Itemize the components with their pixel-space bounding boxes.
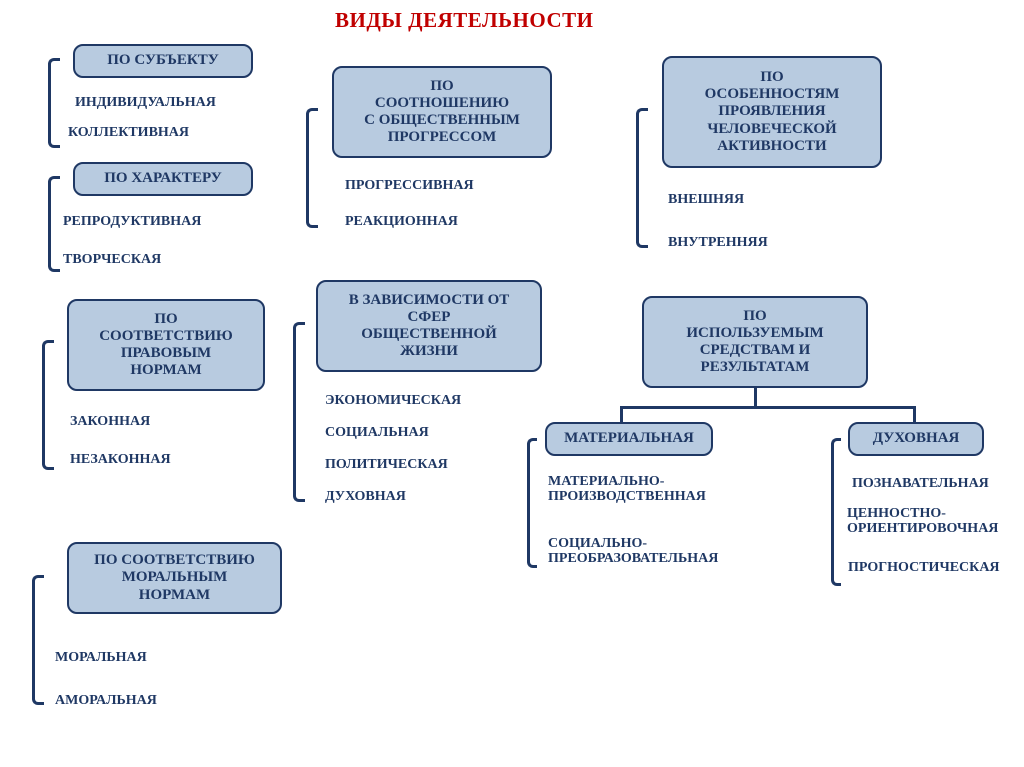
box-subject-label: ПО СУБЪЕКТУ xyxy=(107,52,218,69)
item-moral-yes: МОРАЛЬНАЯ xyxy=(55,650,147,665)
item-reproductive: РЕПРОДУКТИВНАЯ xyxy=(63,214,201,229)
brace-material xyxy=(527,438,537,568)
box-spiritual-sub-label: ДУХОВНАЯ xyxy=(873,430,960,447)
brace-character xyxy=(48,176,60,272)
item-collective: КОЛЛЕКТИВНАЯ xyxy=(68,125,189,140)
item-value-orient: ЦЕННОСТНО- ОРИЕНТИРОВОЧНАЯ xyxy=(847,506,998,537)
brace-spheres xyxy=(293,322,305,502)
item-social-transform: СОЦИАЛЬНО- ПРЕОБРАЗОВАТЕЛЬНАЯ xyxy=(548,536,718,567)
box-spheres: В ЗАВИСИМОСТИ ОТ СФЕР ОБЩЕСТВЕННОЙ ЖИЗНИ xyxy=(316,280,542,372)
box-progress: ПО СООТНОШЕНИЮ С ОБЩЕСТВЕННЫМ ПРОГРЕССОМ xyxy=(332,66,552,158)
item-material-prod: МАТЕРИАЛЬНО- ПРОИЗВОДСТВЕННАЯ xyxy=(548,474,706,505)
brace-moral xyxy=(32,575,44,705)
box-spheres-label: В ЗАВИСИМОСТИ ОТ СФЕР ОБЩЕСТВЕННОЙ ЖИЗНИ xyxy=(349,292,510,361)
box-moral-label: ПО СООТВЕТСТВИЮ МОРАЛЬНЫМ НОРМАМ xyxy=(94,552,255,604)
box-subject: ПО СУБЪЕКТУ xyxy=(73,44,253,78)
item-external: ВНЕШНЯЯ xyxy=(668,192,744,207)
connector-means-horiz xyxy=(620,406,916,409)
diagram-title: ВИДЫ ДЕЯТЕЛЬНОСТИ xyxy=(335,8,593,33)
connector-means-vert xyxy=(754,388,757,408)
box-activity-features-label: ПО ОСОБЕННОСТЯМ ПРОЯВЛЕНИЯ ЧЕЛОВЕЧЕСКОЙ … xyxy=(705,69,840,155)
box-legal-label: ПО СООТВЕТСТВИЮ ПРАВОВЫМ НОРМАМ xyxy=(99,311,233,380)
item-prognostic: ПРОГНОСТИЧЕСКАЯ xyxy=(848,560,1000,575)
item-individual: ИНДИВИДУАЛЬНАЯ xyxy=(75,95,216,110)
brace-activity xyxy=(636,108,648,248)
item-creative: ТВОРЧЕСКАЯ xyxy=(63,252,161,267)
item-spiritual: ДУХОВНАЯ xyxy=(325,489,406,504)
box-material-label: МАТЕРИАЛЬНАЯ xyxy=(564,430,694,447)
item-cognitive: ПОЗНАВАТЕЛЬНАЯ xyxy=(852,476,989,491)
item-progressive: ПРОГРЕССИВНАЯ xyxy=(345,178,474,193)
connector-material-vert xyxy=(620,406,623,422)
connector-spiritual-vert xyxy=(913,406,916,422)
item-economic: ЭКОНОМИЧЕСКАЯ xyxy=(325,393,461,408)
box-means: ПО ИСПОЛЬЗУЕМЫМ СРЕДСТВАМ И РЕЗУЛЬТАТАМ xyxy=(642,296,868,388)
brace-subject xyxy=(48,58,60,148)
box-means-label: ПО ИСПОЛЬЗУЕМЫМ СРЕДСТВАМ И РЕЗУЛЬТАТАМ xyxy=(686,308,823,377)
item-legal-no: НЕЗАКОННАЯ xyxy=(70,452,171,467)
item-political: ПОЛИТИЧЕСКАЯ xyxy=(325,457,448,472)
item-legal-yes: ЗАКОННАЯ xyxy=(70,414,150,429)
item-social: СОЦИАЛЬНАЯ xyxy=(325,425,429,440)
brace-spiritual xyxy=(831,438,841,586)
brace-legal xyxy=(42,340,54,470)
box-character: ПО ХАРАКТЕРУ xyxy=(73,162,253,196)
item-moral-no: АМОРАЛЬНАЯ xyxy=(55,693,157,708)
brace-progress xyxy=(306,108,318,228)
box-progress-label: ПО СООТНОШЕНИЮ С ОБЩЕСТВЕННЫМ ПРОГРЕССОМ xyxy=(364,78,520,147)
item-internal: ВНУТРЕННЯЯ xyxy=(668,235,768,250)
item-reactionary: РЕАКЦИОННАЯ xyxy=(345,214,458,229)
box-legal: ПО СООТВЕТСТВИЮ ПРАВОВЫМ НОРМАМ xyxy=(67,299,265,391)
box-moral: ПО СООТВЕТСТВИЮ МОРАЛЬНЫМ НОРМАМ xyxy=(67,542,282,614)
box-spiritual-sub: ДУХОВНАЯ xyxy=(848,422,984,456)
box-character-label: ПО ХАРАКТЕРУ xyxy=(104,170,222,187)
box-activity-features: ПО ОСОБЕННОСТЯМ ПРОЯВЛЕНИЯ ЧЕЛОВЕЧЕСКОЙ … xyxy=(662,56,882,168)
box-material: МАТЕРИАЛЬНАЯ xyxy=(545,422,713,456)
